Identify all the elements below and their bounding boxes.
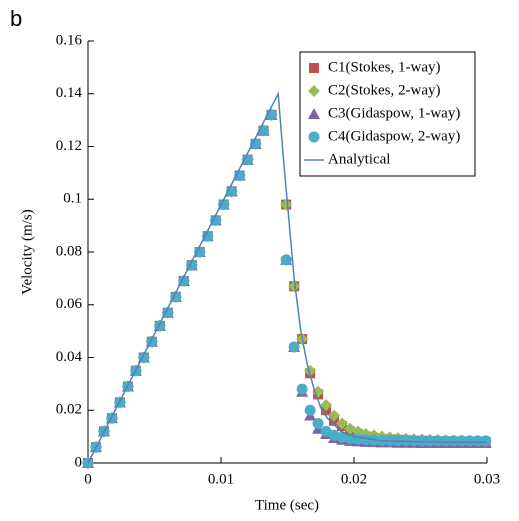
circle-marker xyxy=(308,131,320,143)
diamond-marker xyxy=(280,198,293,211)
circle-marker xyxy=(360,434,372,446)
legend-label: C3(Gidaspow, 1-way) xyxy=(328,105,460,121)
line-series xyxy=(87,91,488,464)
circle-marker xyxy=(218,199,230,211)
y-tick-label: 0.16 xyxy=(56,32,83,48)
diamond-marker xyxy=(320,398,333,411)
x-tick-label: 0.02 xyxy=(341,471,367,487)
circle-marker xyxy=(296,383,308,395)
circle-marker xyxy=(440,435,452,447)
diamond-marker xyxy=(312,385,325,398)
y-tick-label: 0.14 xyxy=(56,85,83,101)
circle-marker xyxy=(464,435,476,447)
panel-label: b xyxy=(10,6,22,31)
circle-marker xyxy=(288,341,300,353)
y-tick-label: 0.02 xyxy=(56,402,82,418)
x-tick-label: 0 xyxy=(84,471,92,487)
circle-marker xyxy=(312,417,324,429)
diamond-marker xyxy=(328,409,341,422)
circle-marker xyxy=(170,291,182,303)
circle-marker xyxy=(416,435,428,447)
legend-label: C4(Gidaspow, 2-way) xyxy=(328,128,460,144)
circle-marker xyxy=(202,230,214,242)
circle-marker xyxy=(472,435,484,447)
circle-marker xyxy=(400,435,412,447)
circle-marker xyxy=(408,435,420,447)
circle-marker xyxy=(456,435,468,447)
legend-box xyxy=(299,51,476,177)
triangle-marker xyxy=(308,108,320,119)
circle-marker xyxy=(162,307,174,319)
y-axis-label: Velocity (m/s) xyxy=(19,209,35,294)
diamond-marker xyxy=(288,280,301,293)
legend-label: Analytical xyxy=(328,151,390,167)
x-tick-label: 0.01 xyxy=(208,471,234,487)
circle-marker xyxy=(106,412,118,424)
y-tick-label: 0.06 xyxy=(56,296,83,312)
circle-marker xyxy=(480,435,492,447)
circle-marker xyxy=(448,435,460,447)
x-tick-label: 0.03 xyxy=(474,471,500,487)
circle-marker xyxy=(194,246,206,258)
y-tick-label: 0.1 xyxy=(63,191,82,207)
circle-marker xyxy=(250,138,262,150)
y-tick-label: 0.04 xyxy=(56,349,83,365)
diamond-marker xyxy=(336,417,349,430)
diamond-marker xyxy=(304,364,317,377)
circle-marker xyxy=(432,435,444,447)
x-axis-label: Time (sec) xyxy=(255,497,319,513)
circle-marker xyxy=(280,254,292,266)
circle-marker xyxy=(210,214,222,226)
y-tick-label: 0.08 xyxy=(56,243,82,259)
legend-label: C1(Stokes, 1-way) xyxy=(328,59,441,75)
y-tick-label: 0.12 xyxy=(56,138,82,154)
diamond-marker xyxy=(308,85,320,97)
legend-label: C2(Stokes, 2-way) xyxy=(328,82,441,98)
circle-marker xyxy=(424,435,436,447)
circle-marker xyxy=(304,404,316,416)
square-marker xyxy=(309,63,319,73)
y-tick-label: 0 xyxy=(75,454,83,470)
